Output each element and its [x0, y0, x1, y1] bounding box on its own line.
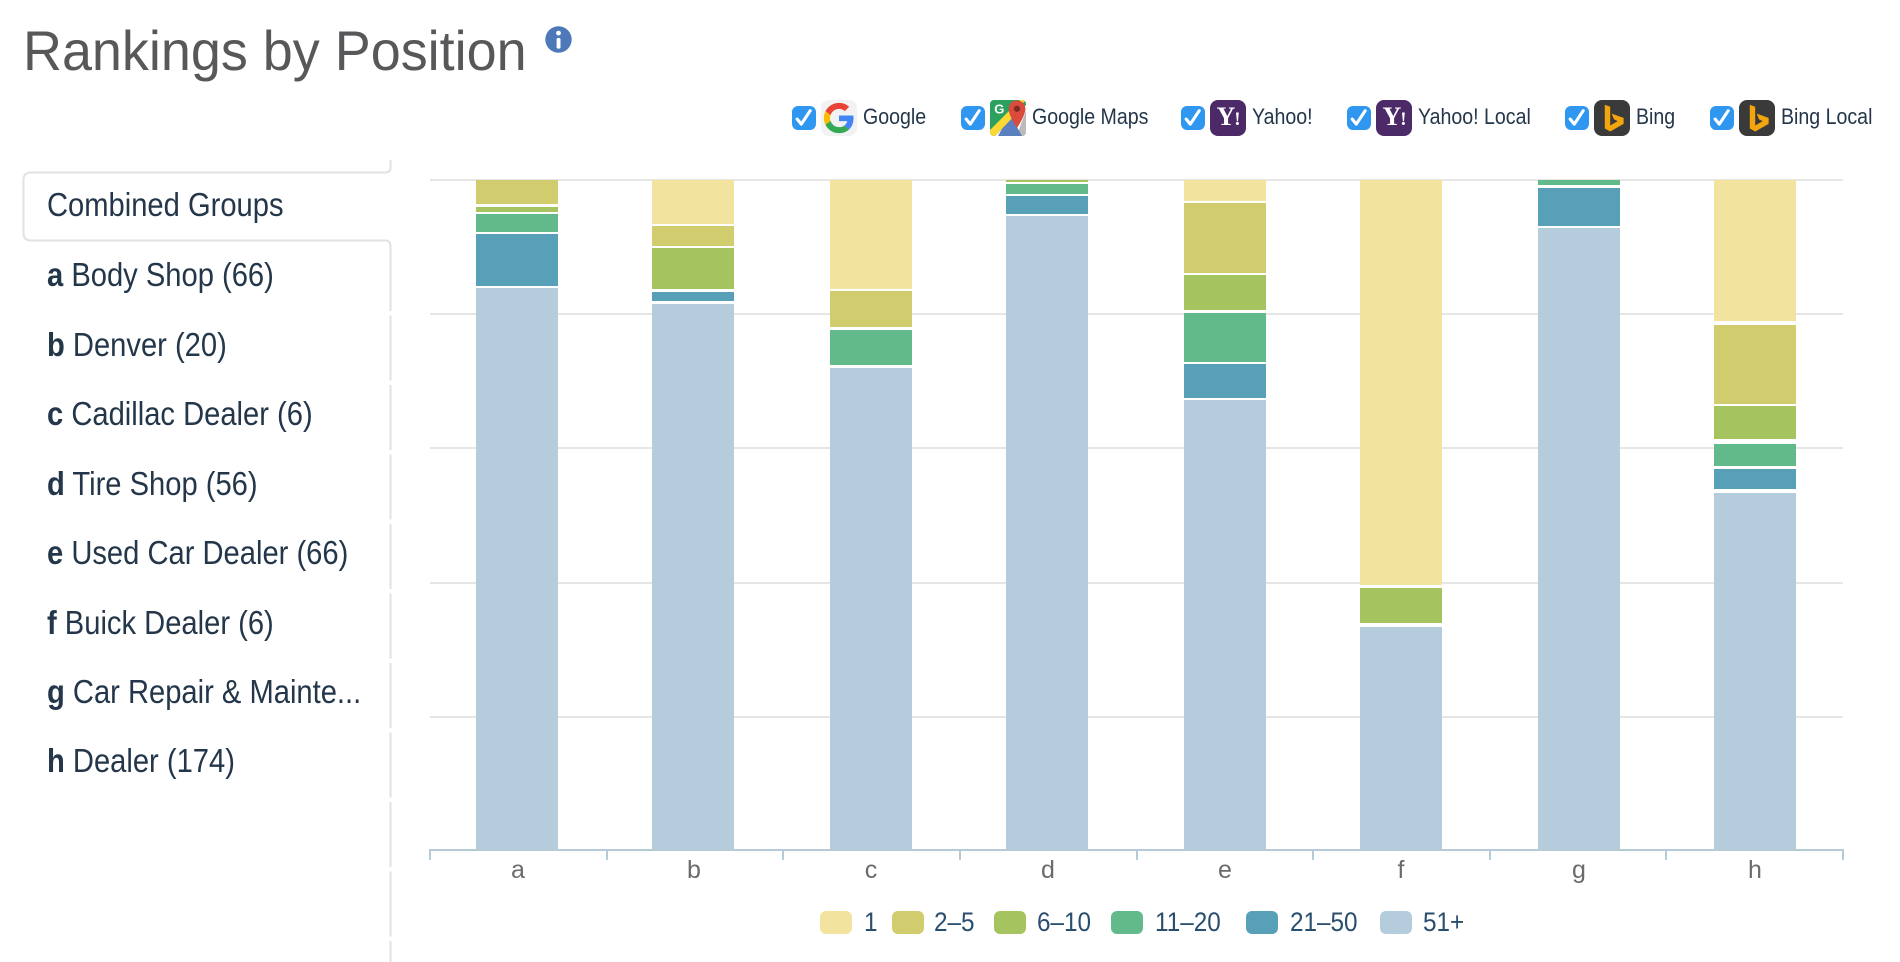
- svg-text:G: G: [994, 102, 1004, 117]
